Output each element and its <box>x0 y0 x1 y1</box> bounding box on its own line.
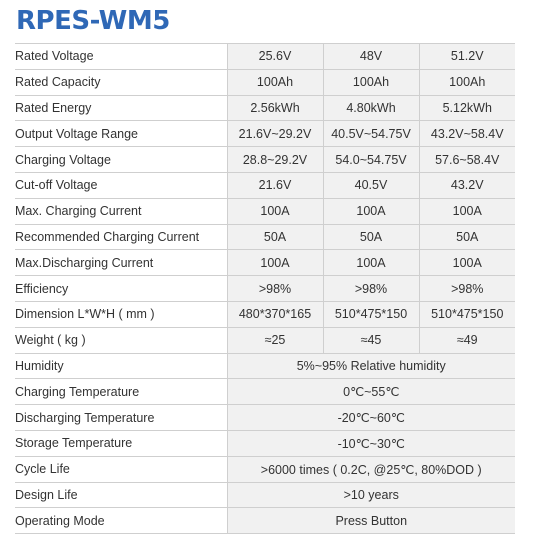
spec-row: Humidity 5%~95% Relative humidity <box>15 353 515 380</box>
spec-label: Charging Temperature <box>15 378 227 406</box>
spec-value-model-3: 100A <box>418 249 515 277</box>
spec-row: Storage Temperature -10℃~30℃ <box>15 430 515 457</box>
spec-label: Output Voltage Range <box>15 120 227 148</box>
spec-value-shared: -10℃~30℃ <box>226 430 515 457</box>
spec-value-model-1: 100Ah <box>226 69 323 96</box>
spec-label: Charging Voltage <box>15 146 227 173</box>
spec-value-shared: -20℃~60℃ <box>226 404 515 431</box>
spec-label: Rated Voltage <box>15 43 227 70</box>
spec-value-model-1: 100A <box>226 198 323 225</box>
spec-value-model-3: 100Ah <box>418 69 515 96</box>
spec-row: Rated Voltage 25.6V 48V 51.2V <box>15 43 515 70</box>
spec-row: Cut-off Voltage 21.6V 40.5V 43.2V <box>15 172 515 199</box>
spec-value-model-2: ≈45 <box>322 327 419 354</box>
spec-value-model-2: 48V <box>322 43 419 70</box>
spec-table: Rated Voltage 25.6V 48V 51.2V Rated Capacity… <box>15 43 515 535</box>
spec-value-model-2: >98% <box>322 275 419 302</box>
spec-value-shared: >6000 times ( 0.2C, @25℃, 80%DOD ) <box>226 456 515 483</box>
spec-value-model-3: ≈49 <box>418 327 515 354</box>
spec-value-model-2: 50A <box>322 224 419 251</box>
spec-value-model-2: 100A <box>322 249 419 277</box>
spec-label: Recommended Charging Current <box>15 224 227 251</box>
spec-value-model-3: 43.2V~58.4V <box>418 120 515 148</box>
spec-value-model-1: 50A <box>226 224 323 251</box>
spec-value-model-2: 54.0~54.75V <box>322 146 419 173</box>
spec-value-model-3: 5.12kWh <box>418 95 515 122</box>
spec-row: Max.Discharging Current 100A 100A 100A <box>15 249 515 277</box>
spec-label: Rated Energy <box>15 95 227 122</box>
spec-label: Operating Mode <box>15 507 227 535</box>
spec-row: Discharging Temperature -20℃~60℃ <box>15 404 515 431</box>
spec-value-model-1: 21.6V~29.2V <box>226 120 323 148</box>
spec-row: Charging Temperature 0℃~55℃ <box>15 378 515 406</box>
spec-value-model-2: 4.80kWh <box>322 95 419 122</box>
spec-value-model-1: 2.56kWh <box>226 95 323 122</box>
spec-value-model-3: 57.6~58.4V <box>418 146 515 173</box>
spec-table-body: Rated Voltage 25.6V 48V 51.2V Rated Capacity… <box>15 43 515 535</box>
spec-label: Design Life <box>15 482 227 509</box>
spec-label: Storage Temperature <box>15 430 227 457</box>
spec-row: Dimension L*W*H ( mm ) 480*370*165 510*475… <box>15 301 515 328</box>
spec-value-model-2: 100A <box>322 198 419 225</box>
spec-value-shared: Press Button <box>226 507 515 535</box>
spec-value-model-3: >98% <box>418 275 515 302</box>
spec-row: Charging Voltage 28.8~29.2V 54.0~54.75V 57.… <box>15 146 515 173</box>
product-title: RPES-WM5 <box>16 6 170 36</box>
spec-value-model-3: 100A <box>418 198 515 225</box>
spec-value-model-2: 40.5V <box>322 172 419 199</box>
spec-row: Efficiency >98% >98% >98% <box>15 275 515 302</box>
spec-value-model-2: 100Ah <box>322 69 419 96</box>
spec-value-model-1: 21.6V <box>226 172 323 199</box>
spec-value-model-3: 510*475*150 <box>418 301 515 328</box>
spec-value-model-1: ≈25 <box>226 327 323 354</box>
spec-value-shared: 5%~95% Relative humidity <box>226 353 515 380</box>
spec-value-model-1: 480*370*165 <box>226 301 323 328</box>
spec-row: Operating Mode Press Button <box>15 507 515 535</box>
spec-label: Efficiency <box>15 275 227 302</box>
spec-label: Discharging Temperature <box>15 404 227 431</box>
spec-value-model-3: 50A <box>418 224 515 251</box>
spec-row: Max. Charging Current 100A 100A 100A <box>15 198 515 225</box>
spec-value-model-3: 51.2V <box>418 43 515 70</box>
spec-label: Cycle Life <box>15 456 227 483</box>
spec-value-shared: >10 years <box>226 482 515 509</box>
spec-row: Output Voltage Range 21.6V~29.2V 40.5V~54.… <box>15 120 515 148</box>
spec-value-shared: 0℃~55℃ <box>226 378 515 406</box>
spec-value-model-1: 100A <box>226 249 323 277</box>
spec-value-model-1: >98% <box>226 275 323 302</box>
spec-label: Humidity <box>15 353 227 380</box>
spec-value-model-3: 43.2V <box>418 172 515 199</box>
spec-row: Rated Energy 2.56kWh 4.80kWh 5.12kWh <box>15 95 515 122</box>
spec-label: Dimension L*W*H ( mm ) <box>15 301 227 328</box>
spec-value-model-1: 28.8~29.2V <box>226 146 323 173</box>
spec-label: Rated Capacity <box>15 69 227 96</box>
spec-label: Max.Discharging Current <box>15 249 227 277</box>
spec-value-model-1: 25.6V <box>226 43 323 70</box>
spec-row: Cycle Life >6000 times ( 0.2C, @25℃, 80%D… <box>15 456 515 483</box>
spec-label: Cut-off Voltage <box>15 172 227 199</box>
spec-row: Weight ( kg ) ≈25 ≈45 ≈49 <box>15 327 515 354</box>
spec-value-model-2: 510*475*150 <box>322 301 419 328</box>
spec-label: Weight ( kg ) <box>15 327 227 354</box>
spec-value-model-2: 40.5V~54.75V <box>322 120 419 148</box>
spec-row: Recommended Charging Current 50A 50A 50A <box>15 224 515 251</box>
spec-row: Design Life >10 years <box>15 482 515 509</box>
spec-row: Rated Capacity 100Ah 100Ah 100Ah <box>15 69 515 96</box>
spec-label: Max. Charging Current <box>15 198 227 225</box>
